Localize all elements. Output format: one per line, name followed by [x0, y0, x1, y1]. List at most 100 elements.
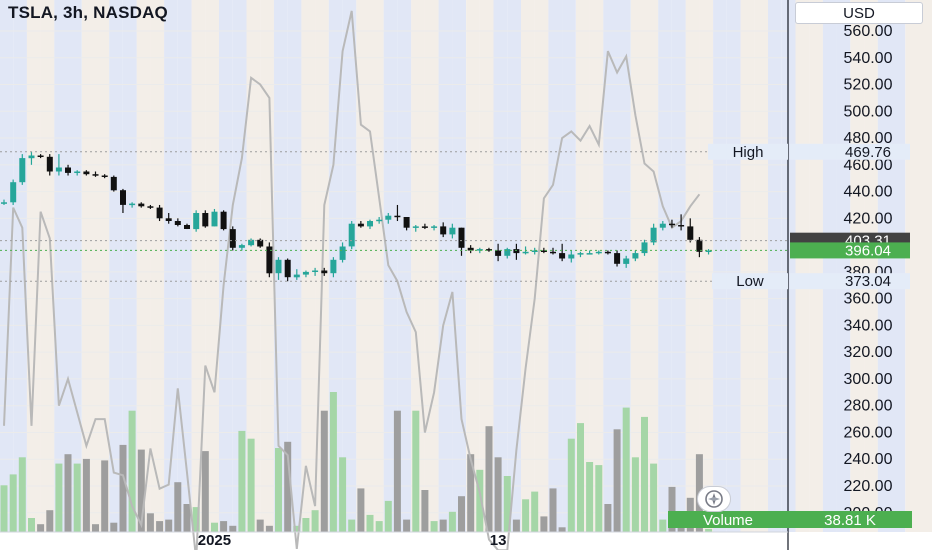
session-band — [699, 0, 714, 532]
volume-bar — [531, 491, 539, 532]
candle — [120, 188, 126, 213]
volume-bar — [577, 423, 584, 532]
volume-bar — [357, 488, 365, 532]
volume-bar — [549, 488, 557, 532]
candle-body — [275, 259, 282, 274]
horizontal-grid — [0, 30, 788, 514]
volume-bar — [503, 476, 511, 532]
candle — [577, 251, 584, 258]
session-band — [136, 0, 151, 532]
low-label-value-box — [790, 273, 910, 290]
volume-bar — [293, 525, 301, 532]
reset-chart-button[interactable] — [697, 486, 731, 512]
session-band — [822, 0, 837, 532]
candle-body — [184, 225, 190, 229]
candle-body — [705, 250, 712, 252]
candle-body — [174, 221, 181, 225]
session-band — [630, 0, 645, 532]
candle — [550, 247, 556, 255]
candle — [101, 174, 108, 179]
candle-body — [540, 250, 547, 252]
session-band — [0, 0, 14, 532]
volume-bar — [82, 458, 90, 532]
low-label-value: 373.04 — [845, 273, 891, 290]
price-tick-label: 540.00 — [844, 50, 893, 67]
candle-body — [431, 226, 438, 228]
candle — [440, 222, 447, 238]
session-band — [177, 0, 192, 532]
volume-bar — [339, 457, 347, 532]
price-tick-label: 280.00 — [844, 398, 893, 415]
session-band — [672, 0, 686, 532]
volume-bar — [73, 463, 81, 532]
volume-bar — [668, 486, 676, 532]
candle-body — [568, 254, 575, 259]
session-band — [534, 0, 549, 532]
session-band — [685, 0, 700, 532]
symbol-title: TSLA, 3h, NASDAQ — [8, 3, 168, 22]
session-band — [81, 0, 96, 532]
candle — [476, 247, 483, 254]
time-axis: 2025 13 — [0, 531, 788, 549]
volume-bar — [110, 522, 118, 532]
volume-bar — [622, 407, 630, 532]
candle — [495, 243, 502, 262]
candle — [412, 225, 419, 232]
price-tick-label: 560.00 — [844, 23, 893, 40]
candle — [275, 257, 282, 280]
session-band — [150, 0, 165, 532]
volume-bar — [540, 516, 548, 532]
candle — [321, 267, 328, 276]
candle — [531, 247, 538, 255]
session-band — [740, 0, 755, 532]
candle — [403, 217, 410, 231]
candle — [10, 179, 17, 205]
session-band — [877, 0, 892, 532]
volume-label-caption: Volume — [703, 512, 753, 529]
candle-body — [650, 227, 657, 243]
candle — [211, 208, 218, 227]
volume-bar — [101, 460, 109, 532]
candle — [559, 243, 566, 262]
currency-selector[interactable]: USD — [795, 2, 923, 24]
candle-body — [220, 211, 227, 230]
volume-bar — [201, 451, 209, 532]
candle-body — [147, 206, 154, 208]
candle-body — [339, 246, 346, 260]
high-label-caption: High — [733, 144, 764, 161]
volume-bar — [586, 462, 594, 532]
volume-bar — [183, 504, 191, 532]
session-band — [726, 0, 741, 532]
session-band — [795, 0, 810, 532]
volume-label: Volume 38.81 K — [668, 511, 912, 529]
candle — [229, 226, 236, 251]
volume-bar — [275, 448, 282, 532]
candle — [174, 218, 181, 227]
candle — [55, 154, 62, 176]
session-band — [905, 0, 919, 532]
price-tick-label: 520.00 — [844, 77, 893, 94]
volume-bar — [64, 454, 72, 532]
volume-bar — [458, 496, 465, 532]
candle — [431, 225, 438, 231]
candle-body — [19, 158, 26, 183]
session-band — [54, 0, 68, 532]
candle — [312, 267, 319, 276]
candle — [586, 250, 593, 255]
volume-bar — [677, 525, 685, 532]
candle — [376, 217, 383, 224]
session-band — [40, 0, 55, 532]
candle-body — [120, 190, 126, 205]
volume-bar — [467, 454, 475, 532]
candle-body — [659, 223, 666, 228]
last-price-label-value-box — [790, 242, 910, 259]
candle — [540, 247, 547, 254]
volume-bar — [92, 524, 99, 532]
candle-body — [238, 245, 245, 248]
volume-bar — [220, 521, 228, 532]
candle-body — [641, 242, 648, 254]
volume-bar — [37, 524, 45, 532]
candle — [705, 249, 712, 255]
